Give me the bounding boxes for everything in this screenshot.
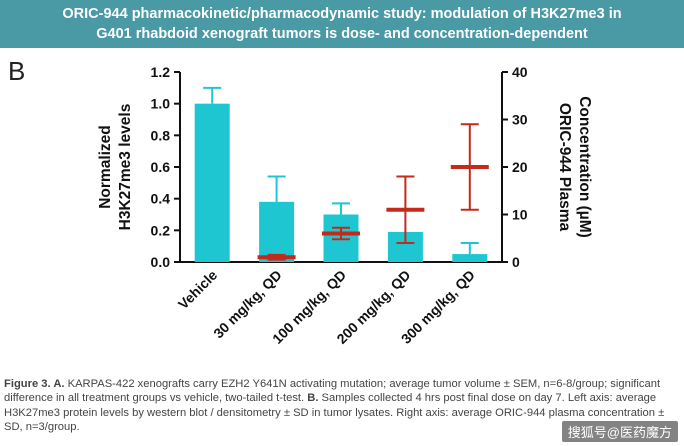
figure-caption: Figure 3. A. KARPAS-422 xenografts carry…	[4, 377, 684, 434]
right-axis-tick-label: 10	[512, 207, 528, 223]
category-label: Vehicle	[175, 267, 221, 313]
left-axis-tick-label: 0.8	[151, 127, 171, 143]
watermark: 搜狐号@医药魔方	[561, 421, 678, 442]
left-axis-tick-label: 1.0	[151, 96, 171, 112]
bar	[452, 254, 488, 262]
banner-line-1: ORIC-944 pharmacokinetic/pharmacodynamic…	[62, 6, 622, 22]
panel-letter: B	[8, 56, 26, 86]
caption-label-b: B.	[307, 392, 319, 405]
banner-line-2: G401 rhabdoid xenograft tumors is dose- …	[96, 26, 588, 42]
left-axis-tick-label: 0.4	[151, 191, 171, 207]
left-axis-title-line: H3K27me3 levels	[117, 104, 134, 231]
left-axis-tick-label: 1.2	[151, 64, 171, 80]
dual-axis-chart: 0.00.20.40.60.81.01.2010203040Vehicle30 …	[97, 64, 593, 347]
right-axis-tick-label: 30	[512, 112, 528, 128]
left-axis-title-line: Normalized	[97, 125, 114, 209]
caption-label-a: Figure 3. A.	[4, 378, 65, 390]
right-axis-tick-label: 20	[512, 159, 528, 175]
right-axis-title-line: Concentration (µM)	[576, 96, 593, 238]
caption-text-a: KARPAS-422 xenografts carry EZH2 Y641N a…	[4, 378, 661, 405]
bar	[194, 103, 230, 262]
left-axis-tick-label: 0.6	[151, 159, 171, 175]
left-axis-tick-label: 0.2	[151, 222, 171, 238]
caption-text-b: Samples collected 4 hrs post final dose …	[4, 392, 665, 433]
title-banner: ORIC-944 pharmacokinetic/pharmacodynamic…	[0, 0, 684, 48]
right-axis-title-line: ORIC-944 Plasma	[556, 103, 573, 232]
right-axis-tick-label: 0	[512, 254, 520, 270]
bar	[259, 201, 295, 262]
left-axis-tick-label: 0.0	[151, 254, 171, 270]
right-axis-tick-label: 40	[512, 64, 528, 80]
